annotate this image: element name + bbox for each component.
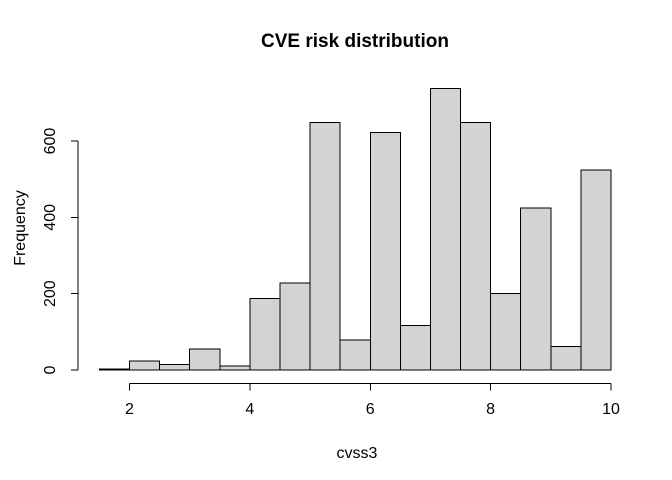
histogram-bar bbox=[159, 364, 191, 371]
histogram-bar bbox=[189, 348, 221, 371]
histogram-bar bbox=[520, 207, 552, 371]
histogram-bar bbox=[369, 132, 401, 371]
histogram-bar bbox=[129, 360, 161, 371]
y-tick-label: 400 bbox=[42, 204, 59, 231]
histogram-bar bbox=[580, 169, 612, 371]
bars-group bbox=[98, 87, 612, 371]
x-tick-label: 6 bbox=[366, 401, 375, 418]
histogram-bar bbox=[550, 346, 582, 371]
x-tick-label: 4 bbox=[245, 401, 254, 418]
x-tick-label: 8 bbox=[486, 401, 495, 418]
x-tick-label: 2 bbox=[125, 401, 134, 418]
tick-labels-group: 0 200 400 600 2 4 6 8 10 bbox=[42, 128, 620, 418]
x-axis-label: cvss3 bbox=[337, 445, 378, 462]
histogram-bar bbox=[490, 292, 522, 371]
y-tick-label: 200 bbox=[42, 280, 59, 307]
chart-title: CVE risk distribution bbox=[261, 31, 449, 52]
y-axis-label: Frequency bbox=[12, 190, 29, 266]
histogram-bar bbox=[249, 297, 281, 371]
histogram-bar bbox=[429, 87, 462, 371]
histogram-bar bbox=[399, 325, 431, 371]
histogram-bar bbox=[309, 122, 341, 371]
y-tick-label: 600 bbox=[42, 128, 59, 155]
histogram-bar bbox=[219, 365, 251, 371]
y-tick-label: 0 bbox=[42, 365, 59, 374]
histogram-bar bbox=[98, 368, 131, 371]
histogram-bar bbox=[460, 122, 492, 371]
axes-group bbox=[71, 140, 612, 391]
x-tick-label: 10 bbox=[602, 401, 620, 418]
histogram-bar bbox=[279, 282, 311, 371]
histogram-bar bbox=[339, 339, 371, 371]
